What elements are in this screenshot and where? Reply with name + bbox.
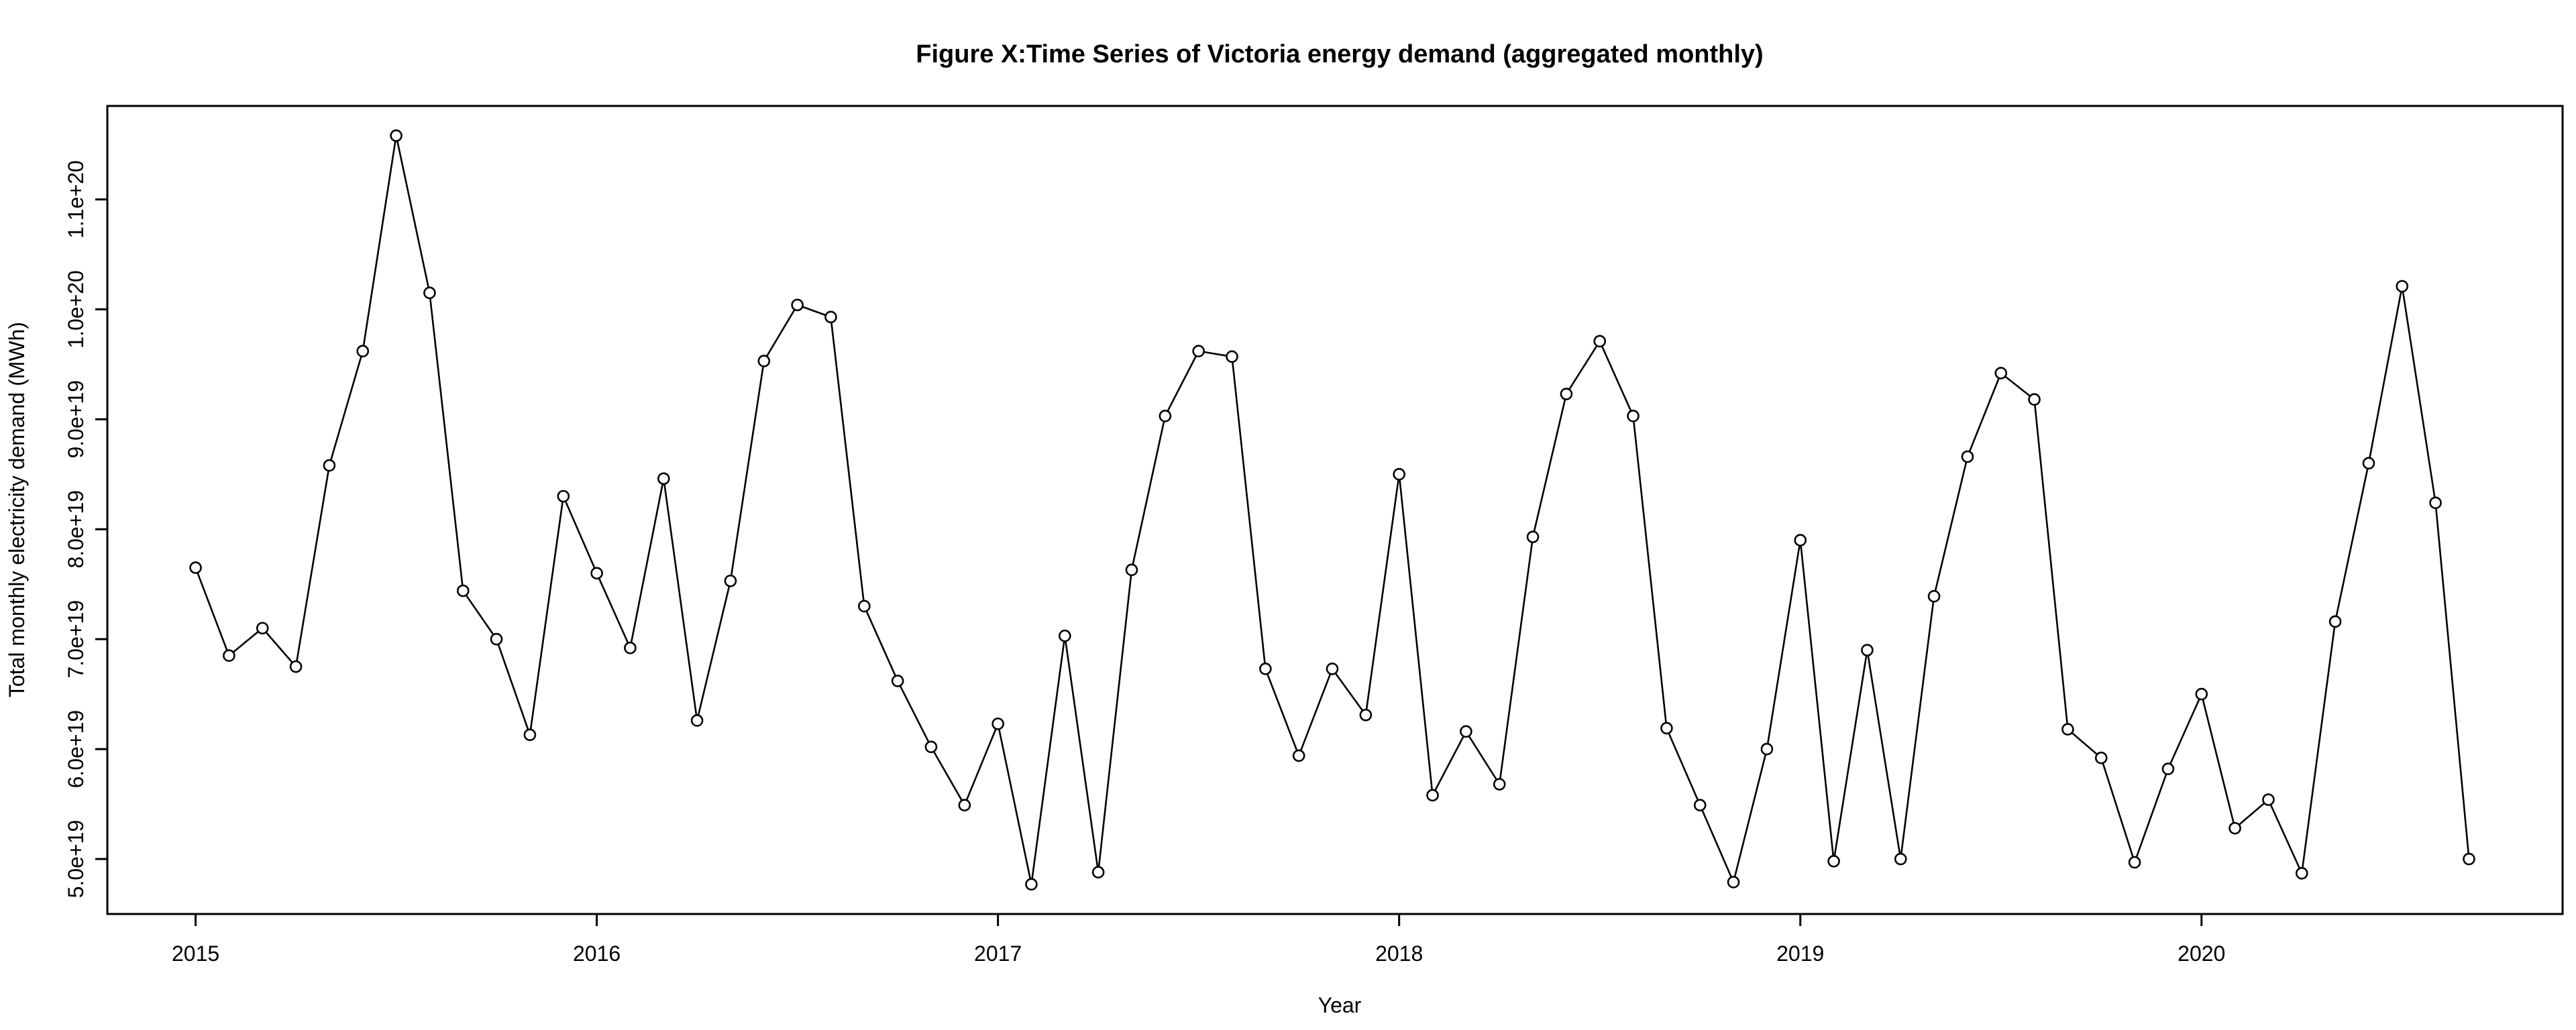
data-point [891,675,904,687]
data-point [958,799,971,811]
data-point [2195,687,2208,701]
x-tick-label: 2020 [2178,941,2225,966]
data-point [2429,496,2442,510]
x-axis: 2015 2016 2017 2018 2019 2020 [172,913,2225,966]
data-point [1159,410,1172,422]
data-point [924,740,938,754]
data-point [1827,855,1840,868]
data-point [1760,742,1774,756]
data-point [1359,708,1373,722]
data-point [1393,467,1405,481]
data-point [189,561,202,574]
data-point [1794,534,1807,547]
data-point [1460,725,1472,738]
x-tick-label: 2015 [172,941,219,966]
data-point [390,129,402,142]
x-tick-label: 2017 [974,941,1022,966]
x-tick-label: 2018 [1375,941,1423,966]
y-axis: 5.0e+19 6.0e+19 7.0e+19 8.0e+19 9.0e+19 1.0e+… [64,160,109,899]
y-tick-label: 1.0e+20 [64,270,88,349]
data-point [356,345,370,357]
y-tick-label: 8.0e+19 [64,490,88,569]
data-point [2061,723,2074,736]
data-point [423,286,436,300]
data-point [1025,878,1038,891]
data-point [1493,778,1506,791]
data-point [2463,852,2475,866]
chart-title: Figure X:Time Series of Victoria energy … [916,40,1763,68]
data-point [690,714,704,727]
data-point [256,622,269,635]
data-point [1660,722,1673,735]
x-tick-label: 2016 [573,941,621,966]
data-point [1593,335,1607,348]
data-point [1560,388,1573,400]
y-tick-label: 7.0e+19 [64,600,88,679]
data-point [1727,876,1740,889]
data-point [1259,663,1272,675]
y-tick-label: 6.0e+19 [64,710,88,789]
data-point [323,459,336,472]
data-point [1627,410,1640,422]
data-point [2028,393,2041,406]
y-axis-label: Total monthly electricity demand (MWh) [5,322,29,697]
data-point [557,490,570,503]
data-point [791,298,804,312]
data-point [1059,629,1071,642]
data-point [1526,530,1540,543]
data-point [1426,789,1439,802]
data-point [2362,457,2375,470]
data-point [223,649,235,663]
data-point [2262,793,2275,806]
data-point [1125,563,1138,577]
data-point [1091,866,1105,878]
data-point [757,355,771,367]
data-point [724,574,737,587]
data-point [2229,821,2241,835]
data-point [2396,280,2409,293]
data-point [2161,762,2175,775]
series-group [189,129,2475,891]
data-point [1861,644,1874,656]
x-axis-label: Year [1318,993,1362,1017]
data-point [1226,350,1238,363]
data-point [824,310,837,324]
data-point [1961,450,1974,463]
data-point [289,660,303,673]
data-point [2128,856,2141,869]
data-point [1994,367,2008,380]
data-point [1927,589,1941,603]
data-point [523,728,537,742]
y-tick-label: 9.0e+19 [64,380,88,459]
data-point [1326,663,1339,675]
data-point [1292,749,1305,762]
data-point [858,599,871,613]
x-tick-label: 2019 [1776,941,1824,966]
data-point [624,641,637,654]
data-point [2295,867,2308,880]
data-point [2328,615,2342,628]
data-point [1894,852,1907,866]
y-tick-label: 1.1e+20 [64,160,88,239]
data-point [2094,751,2108,764]
data-point [490,632,503,646]
data-point [1693,799,1707,811]
data-point [456,584,470,597]
data-point [991,718,1004,730]
y-tick-label: 5.0e+19 [64,820,88,899]
data-point [590,567,603,580]
data-point [1192,345,1205,357]
data-point [657,472,670,485]
